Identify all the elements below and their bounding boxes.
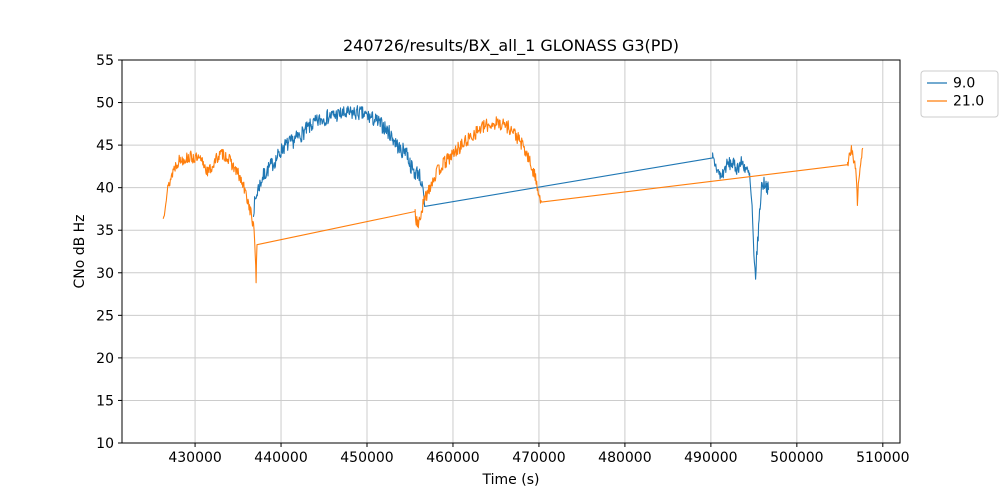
svg-text:480000: 480000 (598, 450, 651, 466)
svg-text:490000: 490000 (684, 450, 737, 466)
legend: 9.0 21.0 (920, 70, 999, 118)
series-line-9.0 (252, 105, 770, 280)
svg-text:15: 15 (96, 393, 114, 409)
x-axis-label: Time (s) (482, 472, 540, 488)
gridlines (122, 59, 900, 444)
svg-text:500000: 500000 (770, 450, 823, 466)
svg-text:40: 40 (96, 181, 114, 197)
svg-text:45: 45 (96, 138, 114, 154)
svg-text:470000: 470000 (512, 450, 565, 466)
y-tick-labels: 10 15 20 25 30 35 40 45 50 55 (96, 53, 114, 452)
svg-text:30: 30 (96, 266, 114, 282)
svg-text:460000: 460000 (426, 450, 479, 466)
svg-text:20: 20 (96, 351, 114, 367)
svg-text:35: 35 (96, 223, 114, 239)
series-line-21.0 (162, 116, 864, 284)
svg-text:430000: 430000 (168, 450, 221, 466)
svg-text:55: 55 (96, 53, 114, 69)
x-tick-labels: 430000 440000 450000 460000 470000 480000 4900… (168, 450, 909, 466)
legend-label: 9.0 (953, 76, 975, 92)
plot-frame (121, 59, 901, 444)
svg-text:50: 50 (96, 96, 114, 112)
svg-text:25: 25 (96, 308, 114, 324)
legend-label: 21.0 (953, 94, 984, 110)
series-lines (162, 105, 864, 284)
svg-text:440000: 440000 (254, 450, 307, 466)
svg-text:10: 10 (96, 436, 114, 452)
tick-marks (118, 59, 884, 447)
chart-title: 240726/results/BX_all_1 GLONASS G3(PD) (343, 36, 679, 56)
svg-text:450000: 450000 (340, 450, 393, 466)
svg-text:510000: 510000 (856, 450, 909, 466)
y-axis-label: CNo dB Hz (72, 214, 88, 288)
